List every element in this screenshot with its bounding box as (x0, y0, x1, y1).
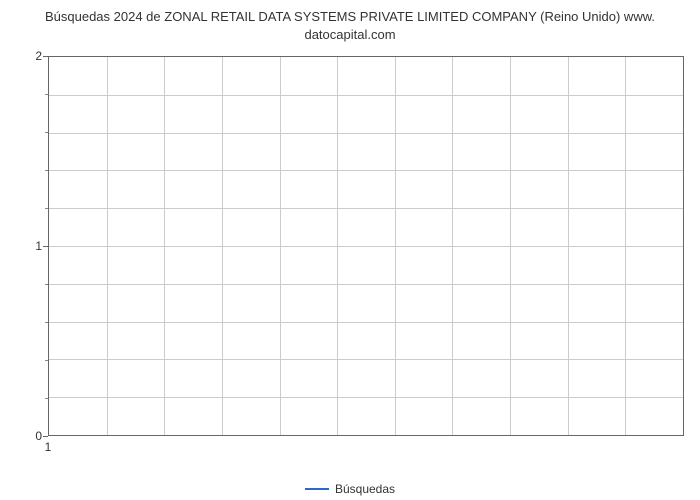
y-tick-mark (43, 436, 48, 437)
grid-line-v (452, 57, 453, 435)
grid-line-v (568, 57, 569, 435)
grid-line-v (107, 57, 108, 435)
title-line-1: Búsquedas 2024 de ZONAL RETAIL DATA SYST… (45, 9, 655, 24)
grid-line-h (49, 284, 683, 285)
grid-line-h (49, 95, 683, 96)
x-tick-label-0: 1 (45, 440, 52, 454)
grid-line-h (49, 397, 683, 398)
legend-label: Búsquedas (335, 482, 395, 496)
grid-line-h (49, 170, 683, 171)
y-tick-label-1: 1 (12, 239, 42, 253)
title-line-2: datocapital.com (304, 27, 395, 42)
grid-line-v (510, 57, 511, 435)
grid-line-v (280, 57, 281, 435)
grid-line-v (164, 57, 165, 435)
grid-line-v (625, 57, 626, 435)
grid-line-h (49, 359, 683, 360)
plot-area (48, 56, 684, 436)
grid-line-v (222, 57, 223, 435)
legend-line-icon (305, 488, 329, 490)
y-tick-label-2: 2 (12, 49, 42, 63)
grid-line-h (49, 322, 683, 323)
grid-line-h (49, 133, 683, 134)
grid-line-h (49, 246, 683, 247)
chart-container: Búsquedas 2024 de ZONAL RETAIL DATA SYST… (0, 8, 700, 478)
y-tick-label-0: 0 (12, 429, 42, 443)
grid-line-v (395, 57, 396, 435)
grid-line-h (49, 208, 683, 209)
chart-title: Búsquedas 2024 de ZONAL RETAIL DATA SYST… (0, 8, 700, 49)
legend: Búsquedas (0, 481, 700, 496)
grid-line-v (337, 57, 338, 435)
